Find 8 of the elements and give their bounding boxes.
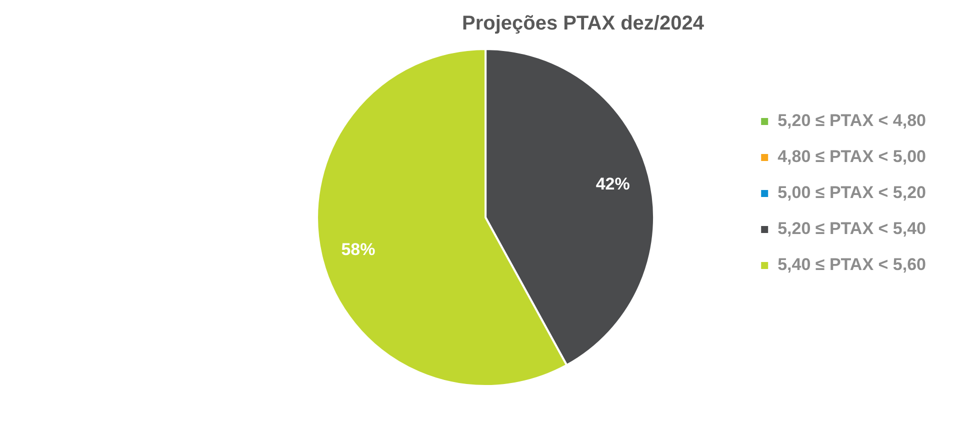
- legend-label: 5,20 ≤ PTAX < 4,80: [778, 111, 926, 130]
- data-label: 42%: [596, 174, 630, 194]
- data-label: 58%: [341, 240, 376, 259]
- legend-label: 5,00 ≤ PTAX < 5,20: [778, 183, 926, 202]
- legend-label: 5,40 ≤ PTAX < 5,60: [778, 255, 926, 274]
- chart-title: Projeções PTAX dez/2024: [462, 12, 705, 35]
- legend-label: 5,20 ≤ PTAX < 5,40: [778, 219, 926, 238]
- legend-label: 4,80 ≤ PTAX < 5,00: [778, 147, 926, 166]
